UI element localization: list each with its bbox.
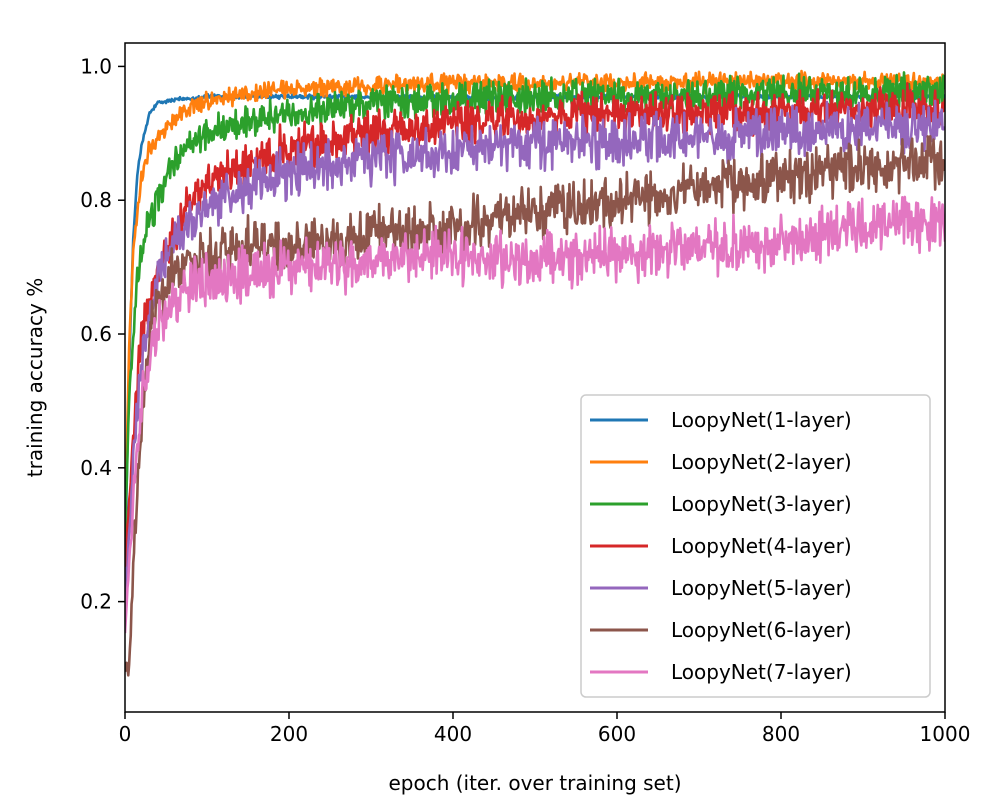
y-axis: 0.2 0.4 0.6 0.8 1.0 <box>80 54 125 614</box>
y-tick-label: 0.2 <box>80 590 112 614</box>
legend-label-2: LoopyNet(2-layer) <box>671 450 852 474</box>
x-tick-label: 200 <box>270 722 308 746</box>
x-axis: 0 200 400 600 800 1000 <box>119 712 971 746</box>
legend: LoopyNet(1-layer) LoopyNet(2-layer) LoopyN… <box>580 394 931 698</box>
series-line-7 <box>125 195 945 634</box>
legend-label-5: LoopyNet(5-layer) <box>671 576 852 600</box>
x-tick-label: 600 <box>598 722 636 746</box>
legend-label-6: LoopyNet(6-layer) <box>671 618 852 642</box>
series-line-5 <box>125 99 945 609</box>
x-tick-label: 800 <box>762 722 800 746</box>
legend-label-7: LoopyNet(7-layer) <box>671 660 852 684</box>
x-tick-label: 400 <box>434 722 472 746</box>
y-tick-label: 0.8 <box>80 188 112 212</box>
y-tick-label: 1.0 <box>80 54 112 78</box>
x-axis-label: epoch (iter. over training set) <box>388 771 681 795</box>
y-tick-label: 0.6 <box>80 322 112 346</box>
series-line-3 <box>125 71 945 537</box>
x-tick-label: 1000 <box>920 722 971 746</box>
y-tick-label: 0.4 <box>80 456 112 480</box>
plot-frame <box>124 42 946 713</box>
x-tick-label: 0 <box>119 722 132 746</box>
series-layer <box>125 69 945 677</box>
legend-label-1: LoopyNet(1-layer) <box>671 408 852 432</box>
legend-label-3: LoopyNet(3-layer) <box>671 492 852 516</box>
y-axis-label: training accuracy % <box>23 278 47 477</box>
legend-box <box>580 394 931 698</box>
series-line-6 <box>125 134 945 677</box>
legend-label-4: LoopyNet(4-layer) <box>671 534 852 558</box>
